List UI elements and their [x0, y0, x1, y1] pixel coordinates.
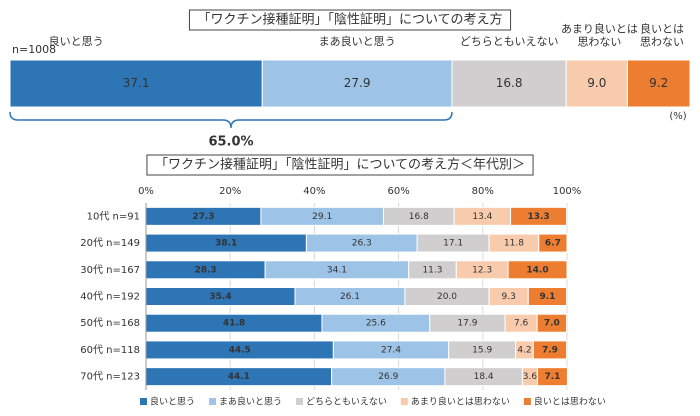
title-box	[188, 9, 512, 31]
value-label: 18.4	[474, 372, 494, 382]
value-label: 29.1	[312, 212, 332, 222]
y-tick-label: 10代 n=91	[87, 210, 140, 222]
value-label: 26.3	[352, 239, 372, 249]
value-label: 27.3	[192, 212, 214, 222]
value-label: 7.9	[542, 345, 558, 355]
segment-name: 良いとは思わない	[640, 22, 684, 49]
value-label: 38.1	[215, 239, 237, 249]
value-label: 13.3	[527, 212, 549, 222]
value-label: 9.3	[502, 292, 516, 302]
legend-label: あまり良いとは思わない	[411, 396, 510, 408]
x-tick-label: 0%	[138, 186, 154, 197]
legend-label: どちらともいえない	[306, 397, 387, 408]
value-label: 3.6	[523, 372, 538, 382]
segment-name: 良いと思う	[49, 34, 104, 48]
value-label: 34.1	[327, 265, 347, 275]
x-tick-label: 40%	[303, 186, 325, 197]
value-label: 16.8	[409, 212, 429, 222]
title-box	[146, 154, 534, 176]
value-label: 9.0	[587, 76, 606, 90]
x-tick-label: 100%	[553, 186, 582, 197]
y-tick-label: 30代 n=167	[80, 264, 140, 276]
value-label: 27.9	[344, 76, 371, 90]
bar-segment	[9, 59, 263, 108]
bar-segment	[451, 59, 567, 108]
y-tick-label: 40代 n=192	[80, 291, 140, 303]
legend-label: 良いと思う	[150, 396, 195, 408]
value-label: 27.4	[381, 345, 401, 355]
legend-label: 良いとは思わない	[534, 396, 606, 408]
segment-name: まあ良いと思う	[319, 34, 396, 48]
value-label: 26.9	[378, 372, 398, 382]
legend-swatch	[209, 398, 217, 405]
y-tick-label: 50代 n=168	[80, 317, 140, 329]
legend-swatch	[140, 398, 147, 405]
value-label: 35.4	[209, 292, 231, 302]
segment-name: どちらともいえない	[460, 35, 559, 48]
y-tick-label: 60代 n=118	[80, 344, 140, 356]
x-tick-label: 20%	[219, 186, 241, 197]
value-label: 44.5	[229, 345, 251, 355]
y-tick-label: 20代 n=149	[80, 237, 140, 249]
brace	[9, 111, 453, 129]
value-label: 13.4	[472, 212, 492, 222]
value-label: 44.1	[228, 372, 250, 382]
value-label: 6.7	[545, 239, 561, 249]
value-label: 7.1	[544, 372, 560, 382]
bar-segment	[507, 260, 568, 280]
legend-label: まあ良いと思う	[219, 396, 282, 408]
value-label: 37.1	[123, 76, 150, 90]
value-label: 15.9	[472, 345, 492, 355]
value-label: 17.9	[457, 319, 477, 329]
value-label: 17.1	[443, 239, 463, 249]
bar-segment	[538, 233, 568, 253]
chart-title: 「ワクチン接種証明」「陰性証明」についての考え方＜年代別＞	[155, 157, 525, 173]
legend-swatch	[296, 398, 304, 405]
value-label: 14.0	[526, 265, 548, 275]
y-tick-label: 70代 n=123	[80, 371, 140, 383]
value-label: 41.8	[223, 319, 245, 329]
annotation: 65.0%	[208, 135, 253, 150]
value-label: 20.0	[437, 292, 457, 302]
value-label: 9.1	[539, 292, 555, 302]
bar-segment	[537, 367, 568, 387]
bar-segment	[261, 59, 453, 108]
bar-segment	[532, 340, 568, 360]
value-label: 11.3	[422, 265, 442, 275]
segment-name: あまり良いとは思わない	[561, 22, 638, 49]
chart-title: 「ワクチン接種証明」「陰性証明」についての考え方	[197, 12, 502, 28]
value-label: 28.3	[194, 265, 216, 275]
value-label: 16.8	[496, 76, 523, 90]
value-label: 26.1	[340, 292, 360, 302]
value-label: 12.3	[472, 265, 492, 275]
bar-segment	[510, 206, 568, 226]
value-label: 9.2	[649, 76, 668, 90]
x-tick-label: 80%	[472, 186, 494, 197]
legend-swatch	[523, 398, 531, 405]
bar-segment	[536, 313, 568, 333]
bar-segment	[626, 59, 691, 108]
unit-label: (%)	[669, 111, 686, 122]
value-label: 7.0	[544, 319, 560, 329]
sample-label: n=1008	[12, 43, 56, 56]
value-label: 4.2	[517, 345, 531, 355]
value-label: 7.6	[514, 319, 529, 329]
bar-segment	[527, 287, 568, 306]
value-label: 11.8	[504, 239, 524, 249]
bar-segment	[565, 59, 628, 108]
value-label: 25.6	[366, 319, 386, 329]
x-tick-label: 60%	[387, 186, 409, 197]
legend-swatch	[400, 398, 408, 405]
